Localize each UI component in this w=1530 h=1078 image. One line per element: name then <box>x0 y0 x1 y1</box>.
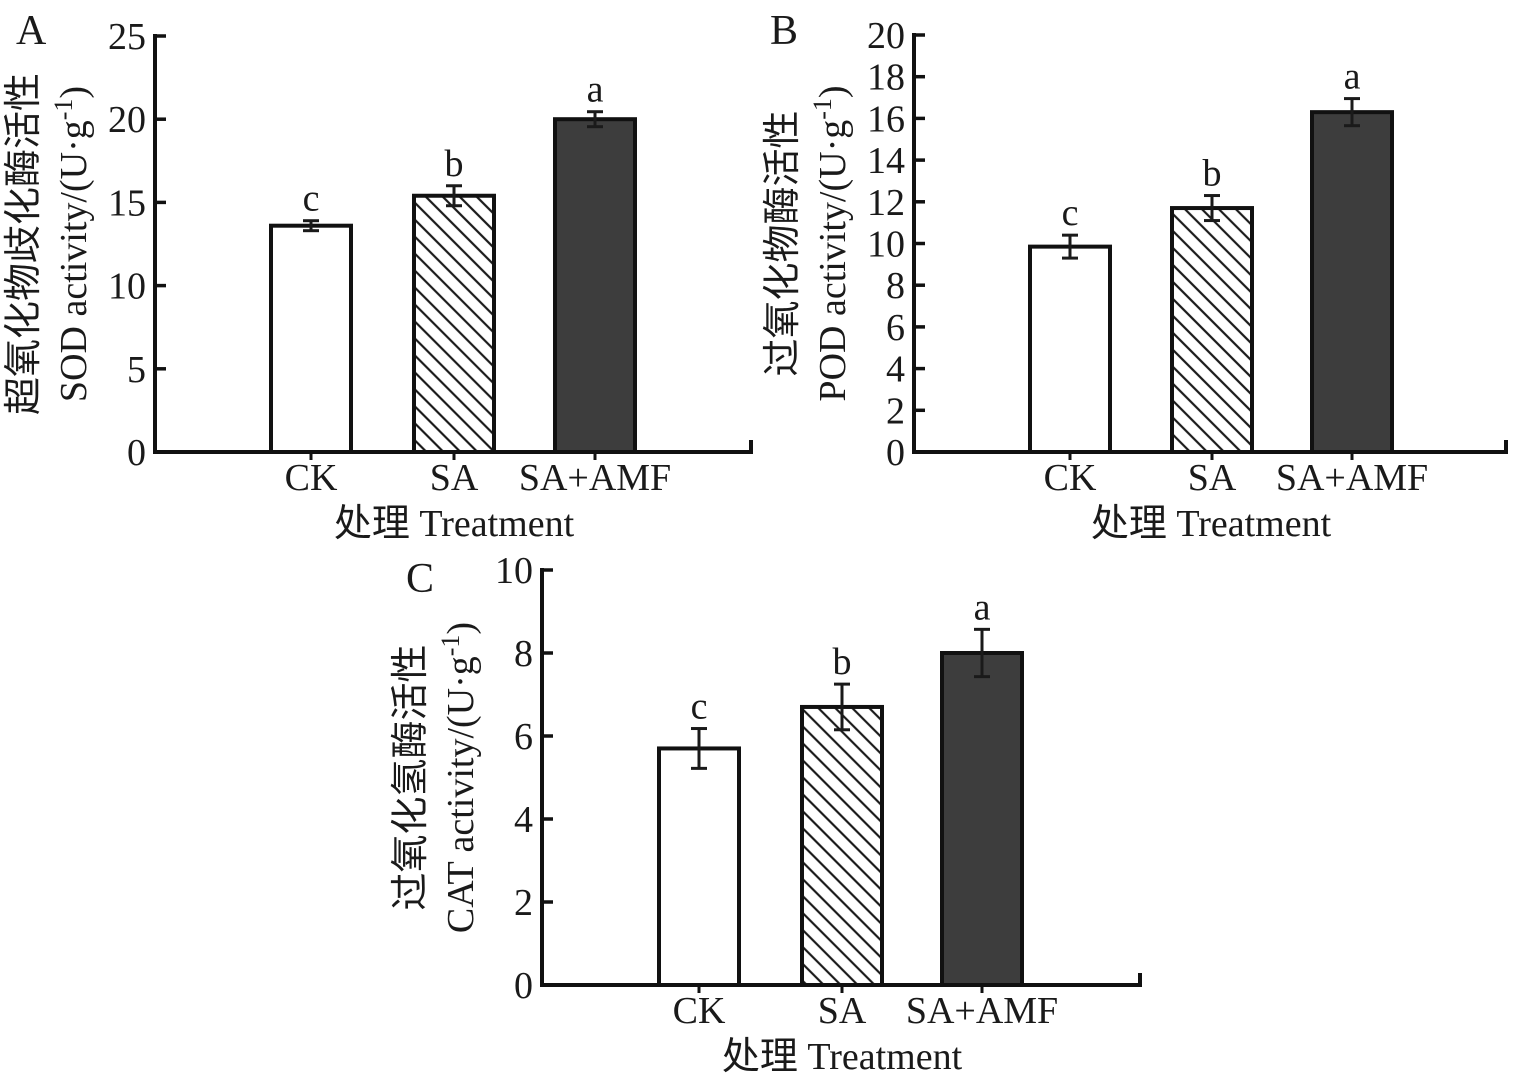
x-axis-title: 处理 Treatment <box>1091 503 1332 545</box>
sig-letter-SA: b <box>445 143 464 185</box>
bar-CK <box>657 746 741 988</box>
y-tick-label: 20 <box>108 99 146 141</box>
bar-SA+AMF <box>553 117 637 454</box>
bar-CK <box>269 223 353 454</box>
bar-SA <box>1170 206 1254 454</box>
y-tick-label: 15 <box>108 182 146 224</box>
sig-letter-CK: c <box>303 178 320 220</box>
y-axis-label-cn: 过氧化物酶活性 <box>762 110 804 376</box>
x-axis-title: 处理 Treatment <box>722 1036 963 1078</box>
panel-letter: C <box>406 556 434 602</box>
y-tick-label: 6 <box>514 716 533 758</box>
bar-SA <box>412 193 496 455</box>
sig-letter-SA+AMF: a <box>974 586 991 628</box>
y-tick-label: 10 <box>495 550 533 592</box>
y-tick-label: 16 <box>867 98 905 140</box>
y-tick-label: 14 <box>867 140 905 182</box>
x-category-label: SA+AMF <box>519 457 671 499</box>
x-category-label: CK <box>285 457 338 499</box>
sig-letter-SA+AMF: a <box>587 69 604 111</box>
y-tick-label: 4 <box>886 349 905 391</box>
bar-CK <box>1028 244 1112 454</box>
y-tick-label: 4 <box>514 799 533 841</box>
y-tick-label: 10 <box>108 266 146 308</box>
y-tick-label: 18 <box>867 57 905 99</box>
y-tick-label: 5 <box>127 349 146 391</box>
y-tick-label: 0 <box>127 432 146 474</box>
sig-letter-SA: b <box>833 641 852 683</box>
y-tick-label: 20 <box>867 15 905 57</box>
y-tick-label: 6 <box>886 307 905 349</box>
y-axis-label-en: SOD activity/(U·g-1) <box>49 86 95 402</box>
x-category-label: CK <box>1044 457 1097 499</box>
x-category-label: SA+AMF <box>1276 457 1428 499</box>
panel-letter: B <box>770 8 798 54</box>
y-tick-label: 8 <box>886 265 905 307</box>
y-tick-label: 12 <box>867 182 905 224</box>
x-category-label: SA <box>818 990 867 1032</box>
y-tick-label: 0 <box>514 965 533 1007</box>
sig-letter-SA: b <box>1203 153 1222 195</box>
panel-letter: A <box>16 8 47 54</box>
bar-SA <box>800 704 884 987</box>
y-tick-label: 8 <box>514 633 533 675</box>
x-axis-title: 处理 Treatment <box>334 503 575 545</box>
x-category-label: SA <box>430 457 479 499</box>
y-tick-label: 2 <box>886 390 905 432</box>
y-axis-label-cn: 超氧化物歧化酶活性 <box>3 73 45 415</box>
y-axis-label-en: CAT activity/(U·g-1) <box>436 622 482 933</box>
y-tick-label: 25 <box>108 16 146 58</box>
sig-letter-SA+AMF: a <box>1344 56 1361 98</box>
sig-letter-CK: c <box>691 686 708 728</box>
y-axis-label-en: POD activity/(U·g-1) <box>808 85 854 401</box>
y-tick-label: 0 <box>886 432 905 474</box>
sig-letter-CK: c <box>1062 192 1079 234</box>
x-category-label: SA+AMF <box>906 990 1058 1032</box>
bar-SA+AMF <box>1310 110 1394 455</box>
y-axis-label-cn: 过氧化氢酶活性 <box>390 644 432 910</box>
x-category-label: SA <box>1188 457 1237 499</box>
y-tick-label: 10 <box>867 224 905 266</box>
y-tick-label: 2 <box>514 882 533 924</box>
x-category-label: CK <box>673 990 726 1032</box>
bar-SA+AMF <box>940 651 1024 987</box>
